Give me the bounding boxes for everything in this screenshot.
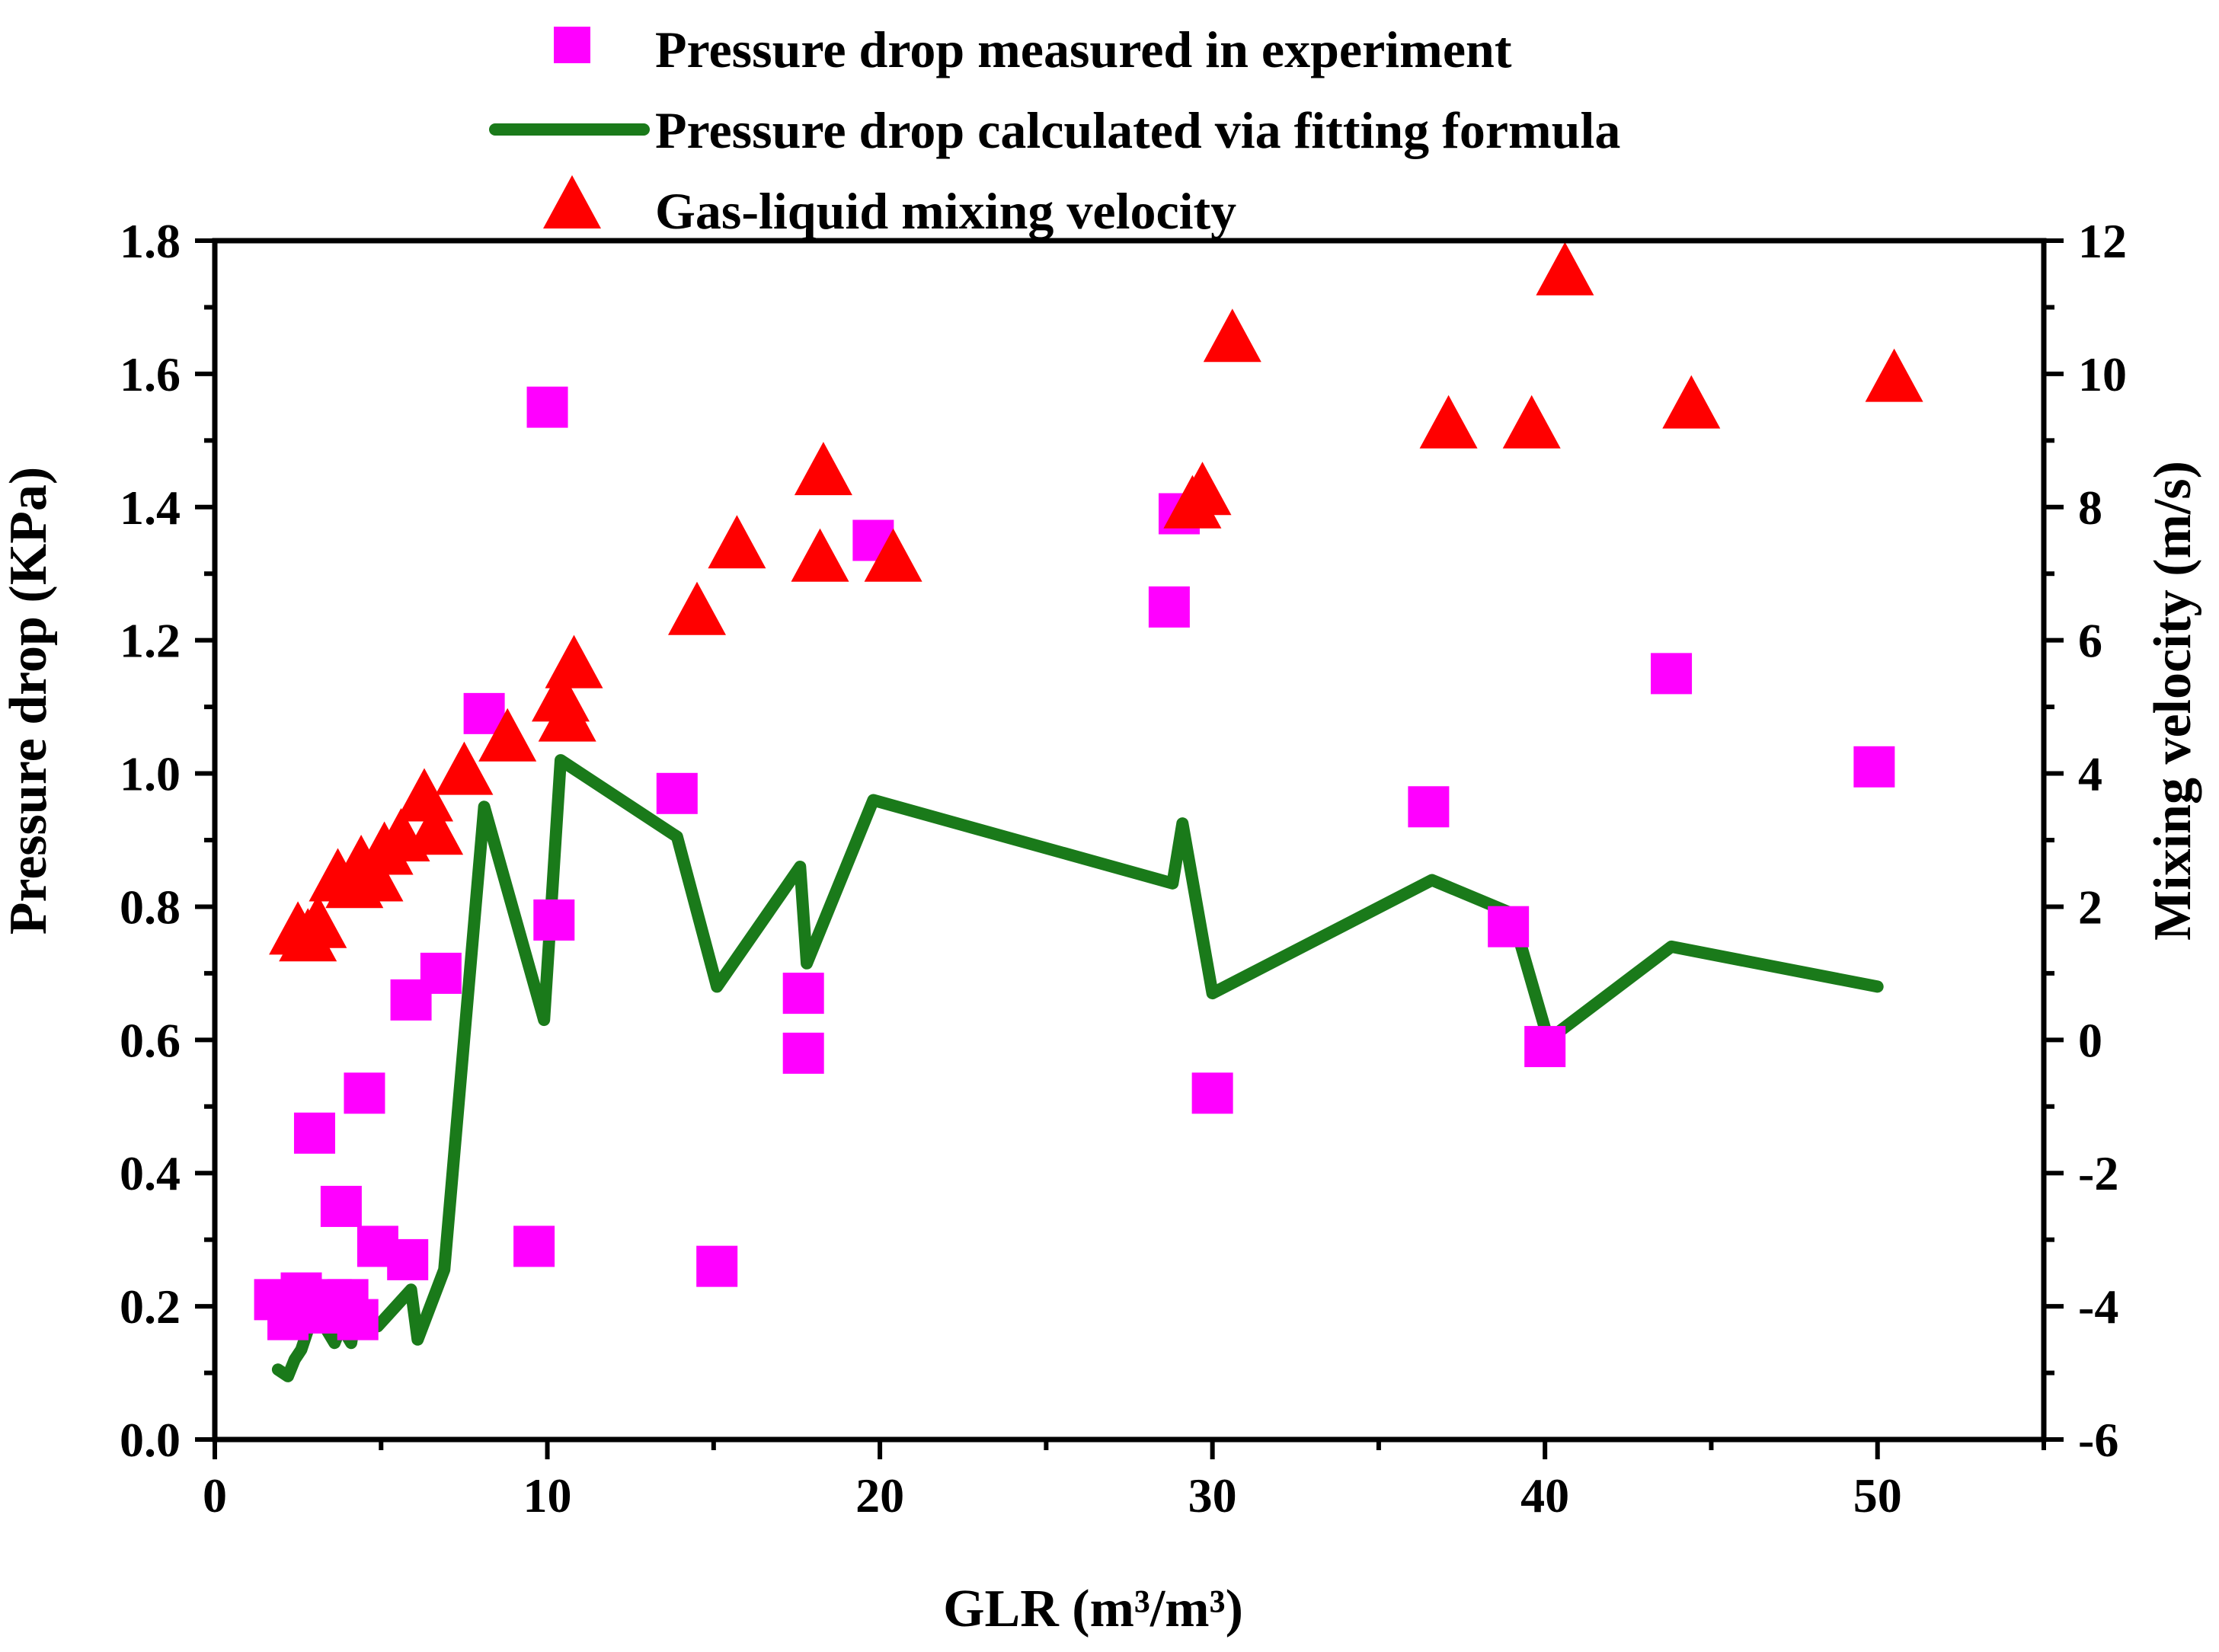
velocity-point bbox=[864, 528, 922, 582]
experiment-point bbox=[526, 386, 568, 428]
experiment-point bbox=[387, 1238, 429, 1280]
experiment-point bbox=[1524, 1026, 1566, 1068]
x-tick-label: 40 bbox=[1520, 1468, 1569, 1523]
x-tick-label: 10 bbox=[523, 1468, 572, 1523]
experiment-point bbox=[782, 1032, 824, 1074]
velocity-point bbox=[1203, 308, 1261, 363]
legend-triangle-marker bbox=[543, 175, 601, 228]
velocity-point bbox=[708, 515, 766, 569]
y-tick-label: 1.4 bbox=[120, 481, 181, 535]
x-tick-label: 50 bbox=[1853, 1468, 1902, 1523]
experiment-point bbox=[696, 1245, 738, 1287]
y-tick-label: 0.4 bbox=[120, 1146, 181, 1200]
y2-tick-label: 12 bbox=[2078, 214, 2127, 268]
fitting-formula-line bbox=[271, 754, 1884, 1382]
velocity-point bbox=[1173, 462, 1232, 516]
velocity-point bbox=[668, 581, 726, 635]
velocity-point bbox=[1865, 348, 1923, 402]
y2-tick-label: -6 bbox=[2078, 1413, 2118, 1467]
y2-tick-label: 2 bbox=[2078, 880, 2102, 934]
y2-axis-title: Mixing velocity (m/s) bbox=[2144, 461, 2202, 941]
x-tick-label: 30 bbox=[1188, 1468, 1237, 1523]
y-tick-label: 1.8 bbox=[120, 214, 181, 268]
y2-tick-label: 10 bbox=[2078, 347, 2127, 401]
y-tick-label: 0.2 bbox=[120, 1280, 181, 1334]
experiment-point bbox=[344, 1072, 385, 1114]
velocity-point bbox=[791, 528, 849, 582]
velocity-point bbox=[395, 768, 453, 822]
y2-tick-label: 8 bbox=[2078, 481, 2102, 535]
experiment-series bbox=[254, 386, 1895, 1340]
x-axis-title: GLR (m³/m³) bbox=[943, 1580, 1243, 1638]
experiment-point bbox=[1651, 653, 1693, 695]
experiment-point bbox=[293, 1112, 335, 1154]
experiment-point bbox=[513, 1225, 555, 1267]
experiment-point bbox=[420, 952, 462, 994]
velocity-point bbox=[794, 442, 852, 496]
legend-label-velocity: Gas-liquid mixing velocity bbox=[655, 182, 1236, 240]
y2-tick-label: 0 bbox=[2078, 1013, 2102, 1067]
velocity-point bbox=[435, 741, 494, 795]
y-tick-label: 1.0 bbox=[120, 747, 181, 801]
experiment-point bbox=[1148, 586, 1190, 628]
x-tick-label: 0 bbox=[203, 1468, 227, 1523]
velocity-point bbox=[405, 801, 464, 855]
experiment-point bbox=[1488, 906, 1530, 947]
y-tick-label: 0.6 bbox=[120, 1013, 181, 1067]
velocity-point bbox=[1536, 241, 1594, 296]
y2-tick-label: -4 bbox=[2078, 1280, 2118, 1334]
axes: 0 10 20 30 40 500.00.20.40.60.81.01.21.41.61.… bbox=[120, 214, 2127, 1523]
y-tick-label: 0.8 bbox=[120, 880, 181, 934]
legend-label-experiment: Pressure drop measured in experiment bbox=[655, 21, 1512, 78]
velocity-point bbox=[1662, 375, 1721, 429]
y2-tick-label: 4 bbox=[2078, 747, 2102, 801]
mixing-velocity-series bbox=[269, 241, 1923, 962]
velocity-point bbox=[538, 688, 596, 742]
y-tick-label: 1.2 bbox=[120, 614, 181, 668]
y2-tick-label: 6 bbox=[2078, 614, 2102, 668]
experiment-point bbox=[782, 973, 824, 1015]
fitting-formula-series bbox=[271, 754, 1884, 1382]
velocity-point bbox=[1419, 395, 1478, 449]
y-tick-label: 1.6 bbox=[120, 347, 181, 401]
experiment-point bbox=[1408, 786, 1450, 828]
x-tick-label: 20 bbox=[855, 1468, 904, 1523]
experiment-point bbox=[1191, 1072, 1233, 1114]
experiment-point bbox=[320, 1185, 362, 1227]
y-tick-label: 0.0 bbox=[120, 1413, 181, 1467]
velocity-point bbox=[478, 708, 537, 762]
y-axis-title: Pressure drop (KPa) bbox=[0, 467, 58, 935]
velocity-point bbox=[1502, 395, 1561, 449]
experiment-point bbox=[533, 899, 575, 941]
experiment-point bbox=[1853, 746, 1895, 788]
experiment-point bbox=[656, 772, 698, 814]
experiment-point bbox=[337, 1299, 379, 1340]
legend: Pressure drop measured in experiment Pre… bbox=[489, 21, 1620, 240]
legend-square-marker bbox=[554, 27, 590, 63]
velocity-point bbox=[545, 634, 603, 689]
velocity-point bbox=[289, 894, 347, 948]
y2-tick-label: -2 bbox=[2078, 1146, 2118, 1200]
legend-label-fitting: Pressure drop calculated via fitting for… bbox=[655, 101, 1620, 159]
